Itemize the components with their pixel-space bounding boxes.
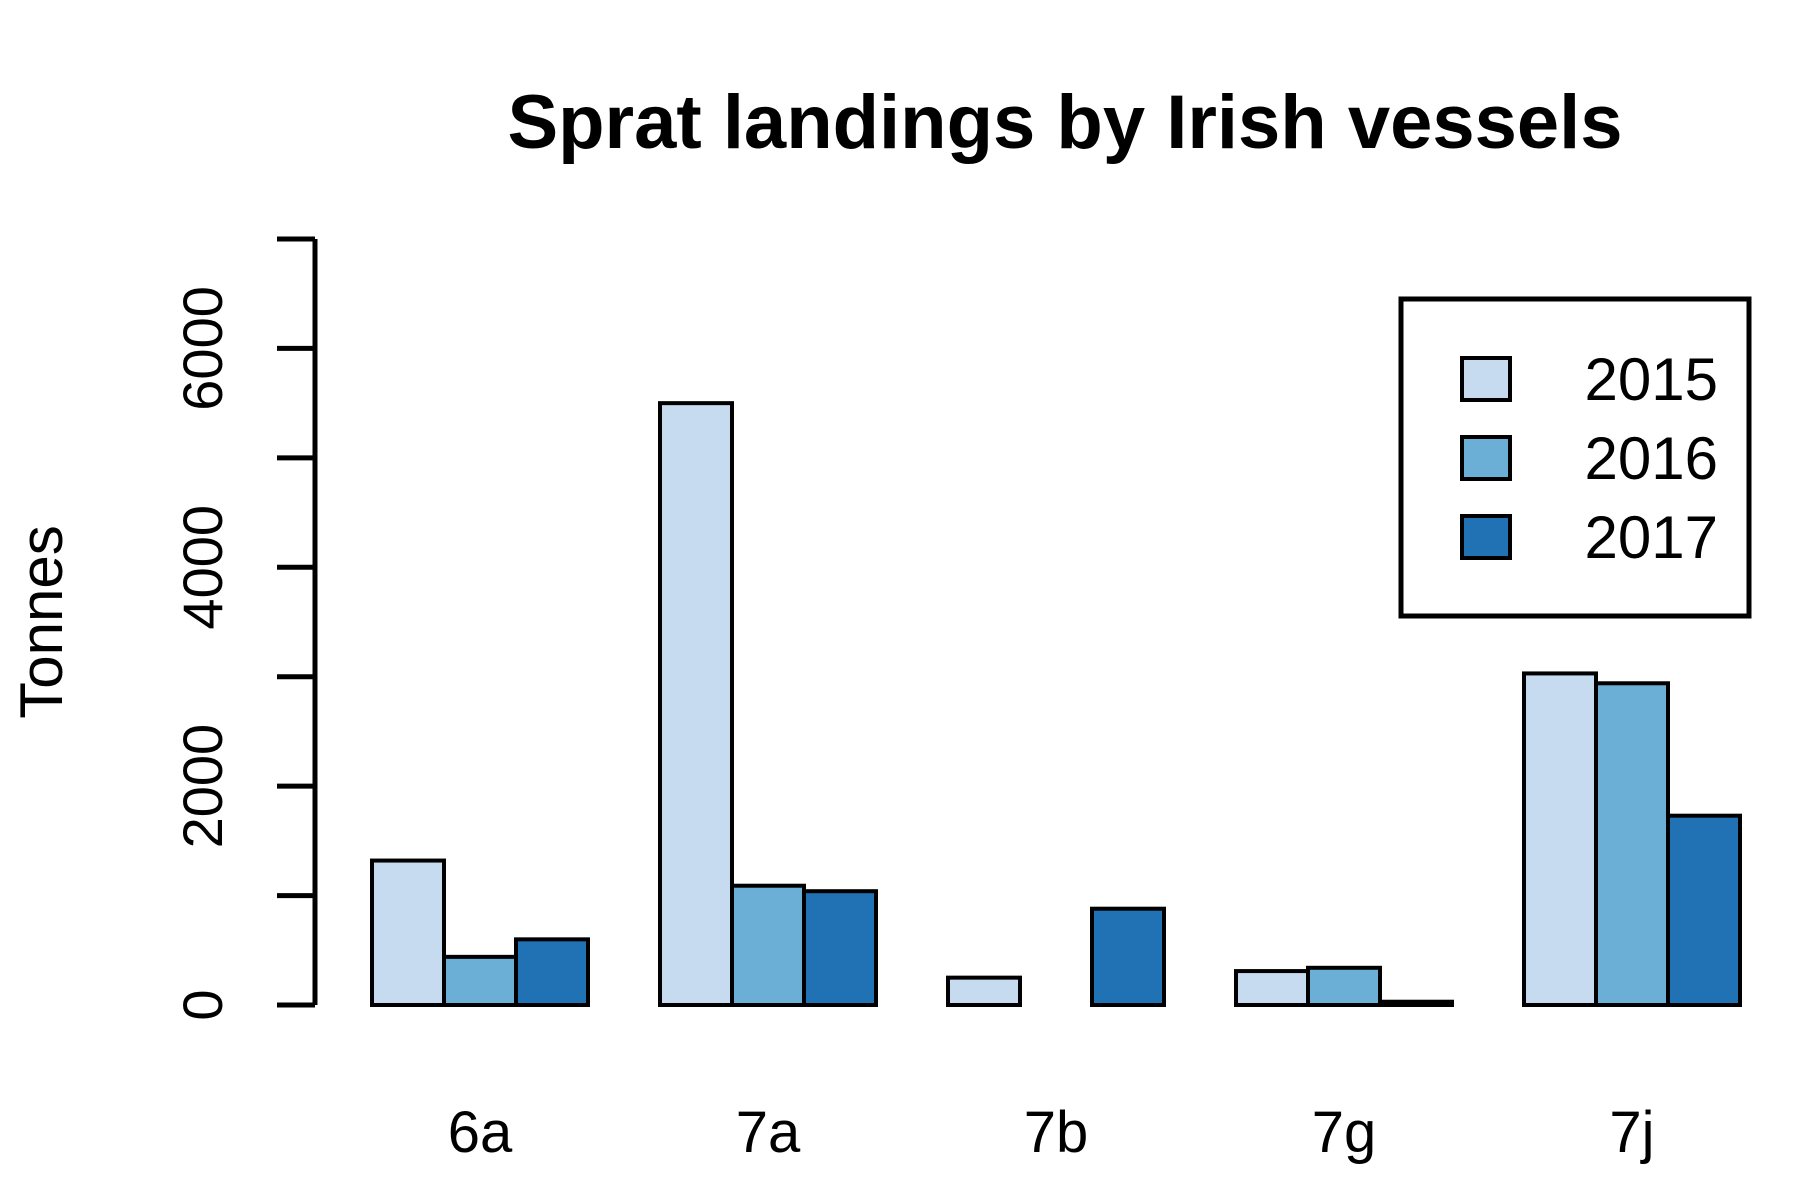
bar-7a-2017 bbox=[802, 889, 878, 1007]
category-label-7g: 7g bbox=[1312, 1100, 1377, 1165]
bar-7a-2016 bbox=[730, 883, 806, 1007]
y-tick-label: 0 bbox=[171, 989, 234, 1020]
bar-7a-2015 bbox=[658, 401, 734, 1007]
bar-7b-2015 bbox=[946, 975, 1022, 1008]
y-tick-label: 6000 bbox=[171, 286, 234, 411]
bar-6a-2016 bbox=[442, 954, 518, 1008]
legend-label-2016: 2016 bbox=[1585, 425, 1718, 492]
legend-swatch-2015 bbox=[1460, 356, 1512, 402]
chart-title: Sprat landings by Irish vessels bbox=[507, 80, 1622, 165]
category-label-7a: 7a bbox=[736, 1100, 801, 1165]
legend: 2015 2016 2017 bbox=[1398, 296, 1752, 619]
category-labels: 6a 7a 7b 7g 7j bbox=[448, 1100, 1655, 1165]
bar-7b-2017 bbox=[1090, 906, 1166, 1008]
bar-7g-2015 bbox=[1234, 969, 1310, 1008]
y-axis: 0 2000 4000 6000 bbox=[171, 236, 318, 1021]
category-label-7j: 7j bbox=[1609, 1100, 1654, 1165]
bars-group bbox=[370, 401, 1742, 1008]
legend-swatch-2016 bbox=[1460, 435, 1512, 481]
legend-label-2017: 2017 bbox=[1585, 504, 1718, 571]
bar-7g-2016 bbox=[1306, 965, 1382, 1008]
category-label-7b: 7b bbox=[1024, 1100, 1089, 1165]
category-label-6a: 6a bbox=[448, 1100, 513, 1165]
bar-7j-2015 bbox=[1522, 671, 1598, 1008]
bar-6a-2017 bbox=[514, 937, 590, 1007]
bar-7j-2016 bbox=[1594, 681, 1670, 1008]
legend-box bbox=[1398, 296, 1752, 619]
y-tick-label: 2000 bbox=[171, 724, 234, 849]
y-axis-label: Tonnes bbox=[8, 525, 75, 718]
legend-label-2015: 2015 bbox=[1585, 346, 1718, 413]
bar-6a-2015 bbox=[370, 858, 446, 1007]
legend-swatch-2017 bbox=[1460, 514, 1512, 560]
bar-7g-2017 bbox=[1378, 999, 1454, 1008]
bar-7j-2017 bbox=[1666, 813, 1742, 1008]
y-tick-label: 4000 bbox=[171, 505, 234, 630]
